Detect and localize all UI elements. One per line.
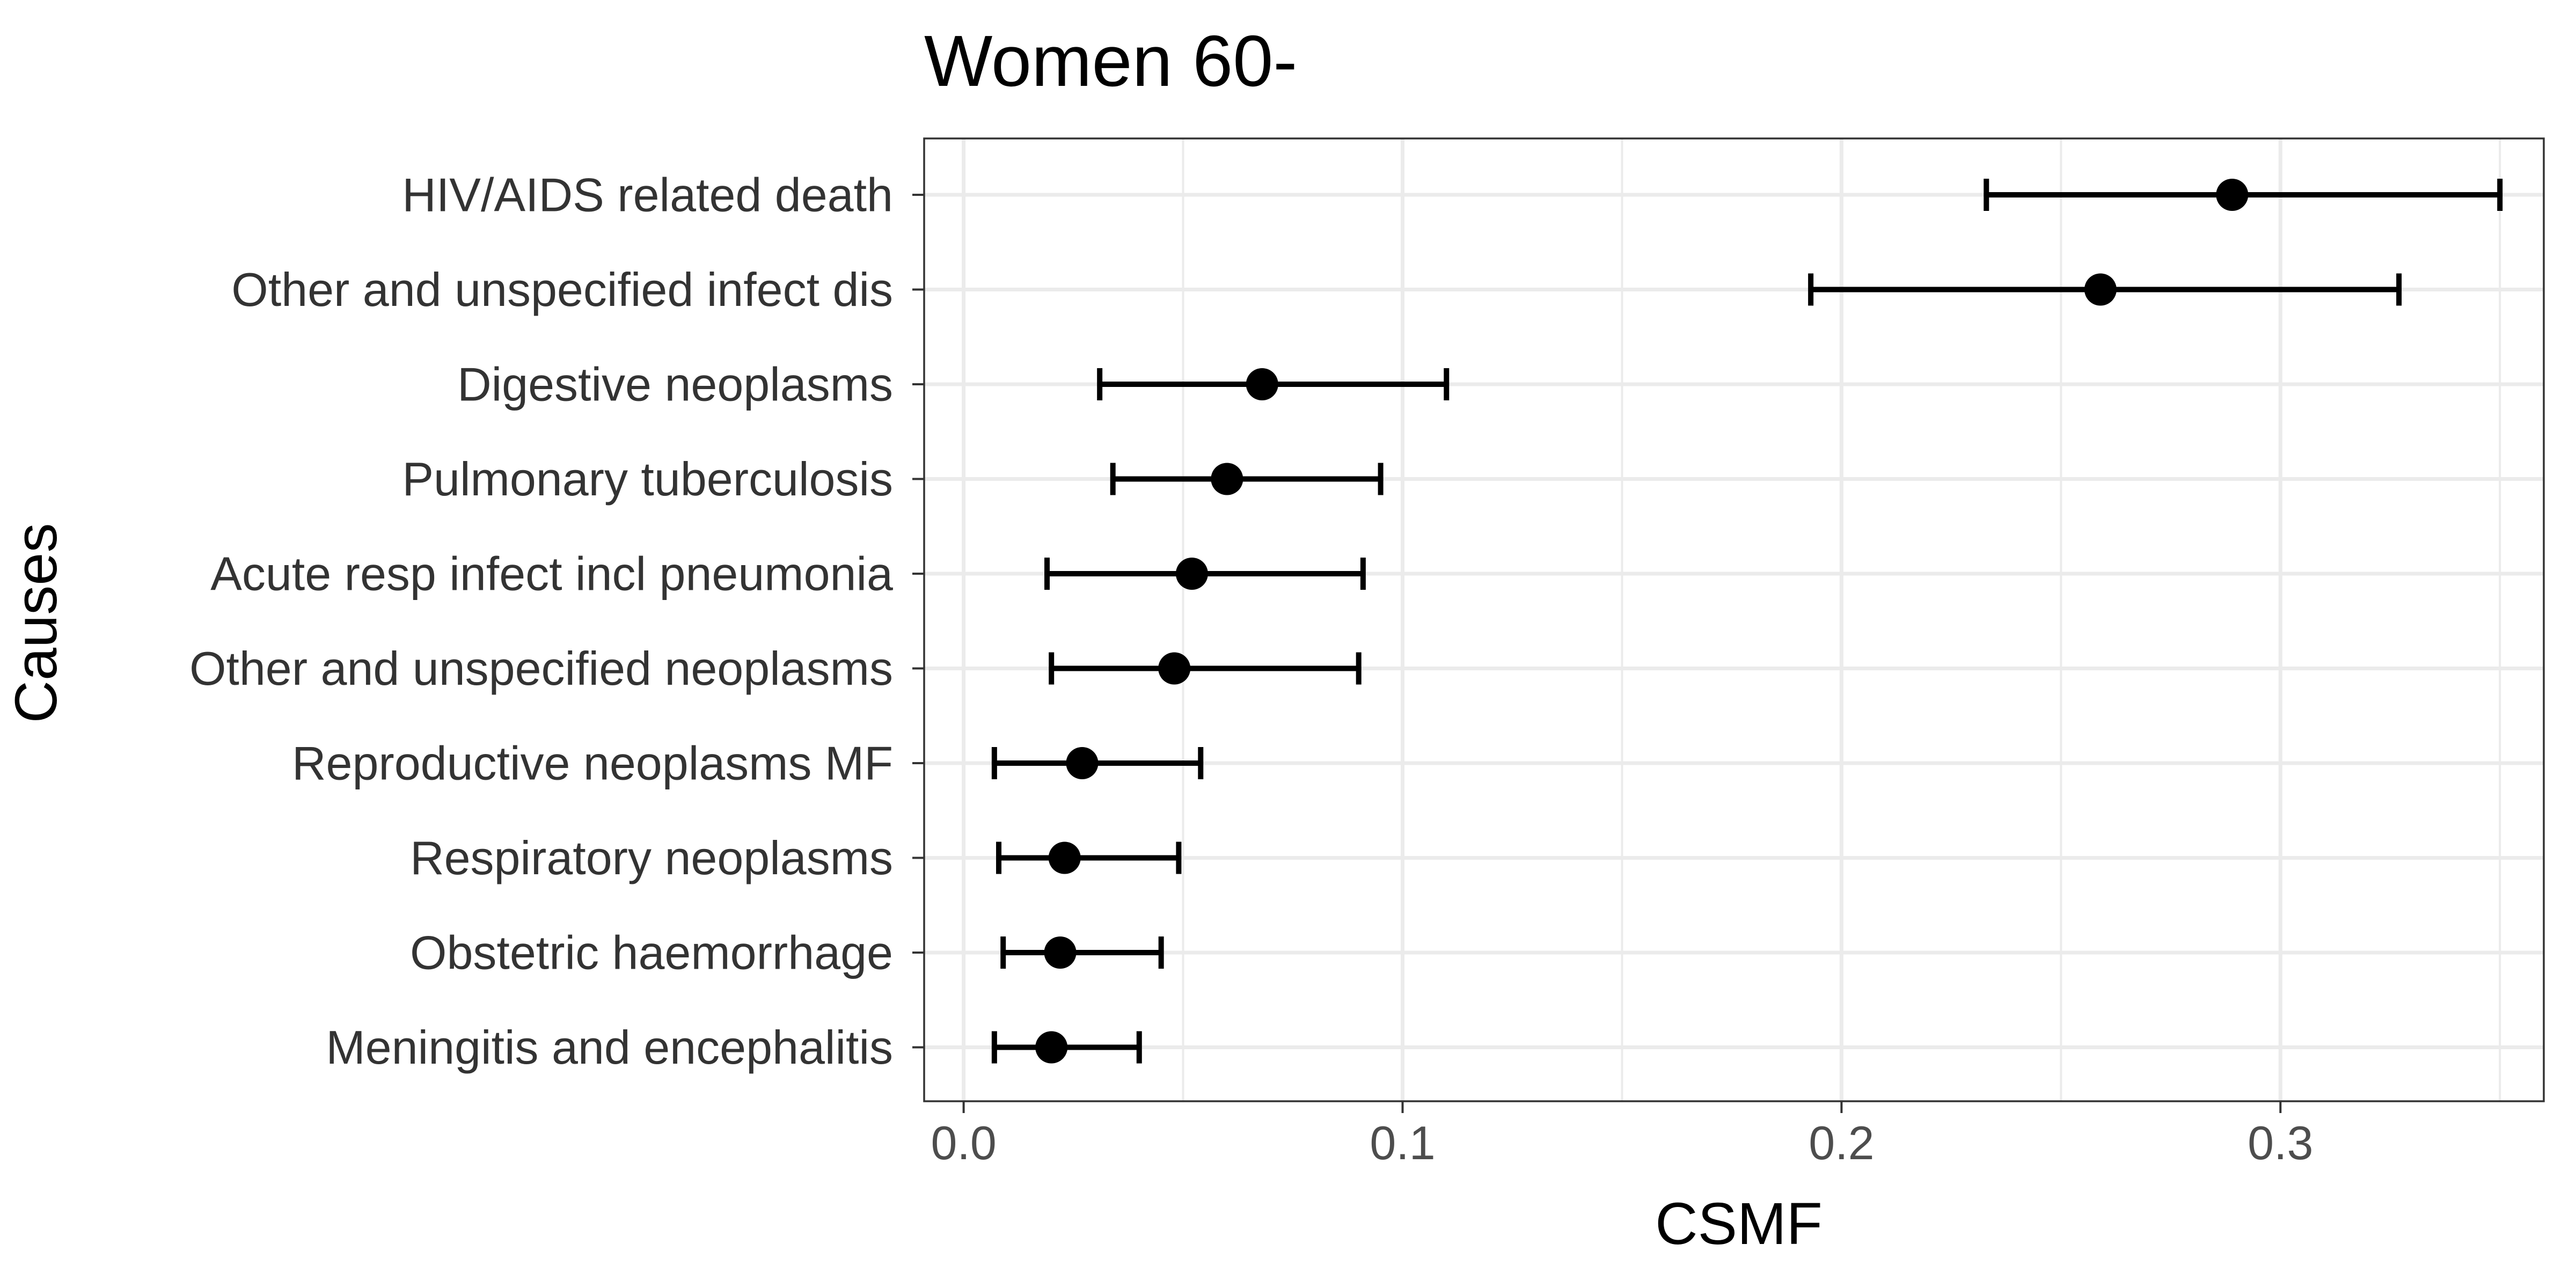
data-point (2216, 179, 2249, 211)
chart-title: Women 60- (924, 20, 1297, 101)
data-point (1211, 463, 1243, 495)
data-point (1066, 747, 1099, 779)
point-range (1049, 652, 1362, 685)
point-range (1044, 558, 1366, 590)
data-point (1158, 652, 1191, 685)
x-tick-label: 0.1 (1370, 1116, 1435, 1169)
data-point (1044, 936, 1077, 969)
x-tick-label: 0.3 (2248, 1116, 2313, 1169)
point-range (996, 841, 1182, 874)
y-tick-label: Respiratory neoplasms (410, 831, 893, 884)
plot-panel (923, 137, 2545, 1102)
data-point (1035, 1031, 1068, 1064)
point-range (1984, 179, 2503, 211)
y-axis: HIV/AIDS related death Other and unspecif… (189, 169, 924, 1074)
y-tick-label: Acute resp infect incl pneumonia (210, 547, 893, 601)
plot-panel-border (923, 137, 2545, 1102)
point-range (1808, 273, 2402, 306)
y-tick-label: Other and unspecified neoplasms (189, 642, 893, 695)
y-tick-label: Meningitis and encephalitis (326, 1021, 893, 1074)
x-tick-label: 0.2 (1809, 1116, 1874, 1169)
y-tick-label: Reproductive neoplasms MF (292, 737, 893, 790)
data-point (1246, 368, 1278, 400)
minor-gridlines (1182, 138, 2501, 1101)
x-axis: 0.0 0.1 0.2 0.3 (931, 1101, 2313, 1169)
y-tick-label: Obstetric haemorrhage (410, 926, 893, 979)
point-range (991, 1031, 1142, 1064)
point-range (1000, 936, 1164, 969)
x-tick-label: 0.0 (931, 1116, 996, 1169)
point-range (1097, 368, 1450, 400)
data-marks (991, 179, 2503, 1064)
y-tick-label: Pulmonary tuberculosis (402, 452, 893, 506)
y-tick-label: Digestive neoplasms (457, 358, 893, 411)
y-axis-title: Causes (3, 523, 69, 723)
data-point (1048, 841, 1081, 874)
point-range (991, 747, 1204, 779)
data-point (1175, 558, 1208, 590)
y-tick-label: Other and unspecified infect dis (231, 263, 893, 316)
plot-panel-background (924, 138, 2544, 1101)
x-axis-title: CSMF (1655, 1191, 1823, 1257)
point-range (1110, 463, 1384, 495)
data-point (2084, 273, 2117, 306)
y-tick-label: HIV/AIDS related death (402, 169, 893, 222)
